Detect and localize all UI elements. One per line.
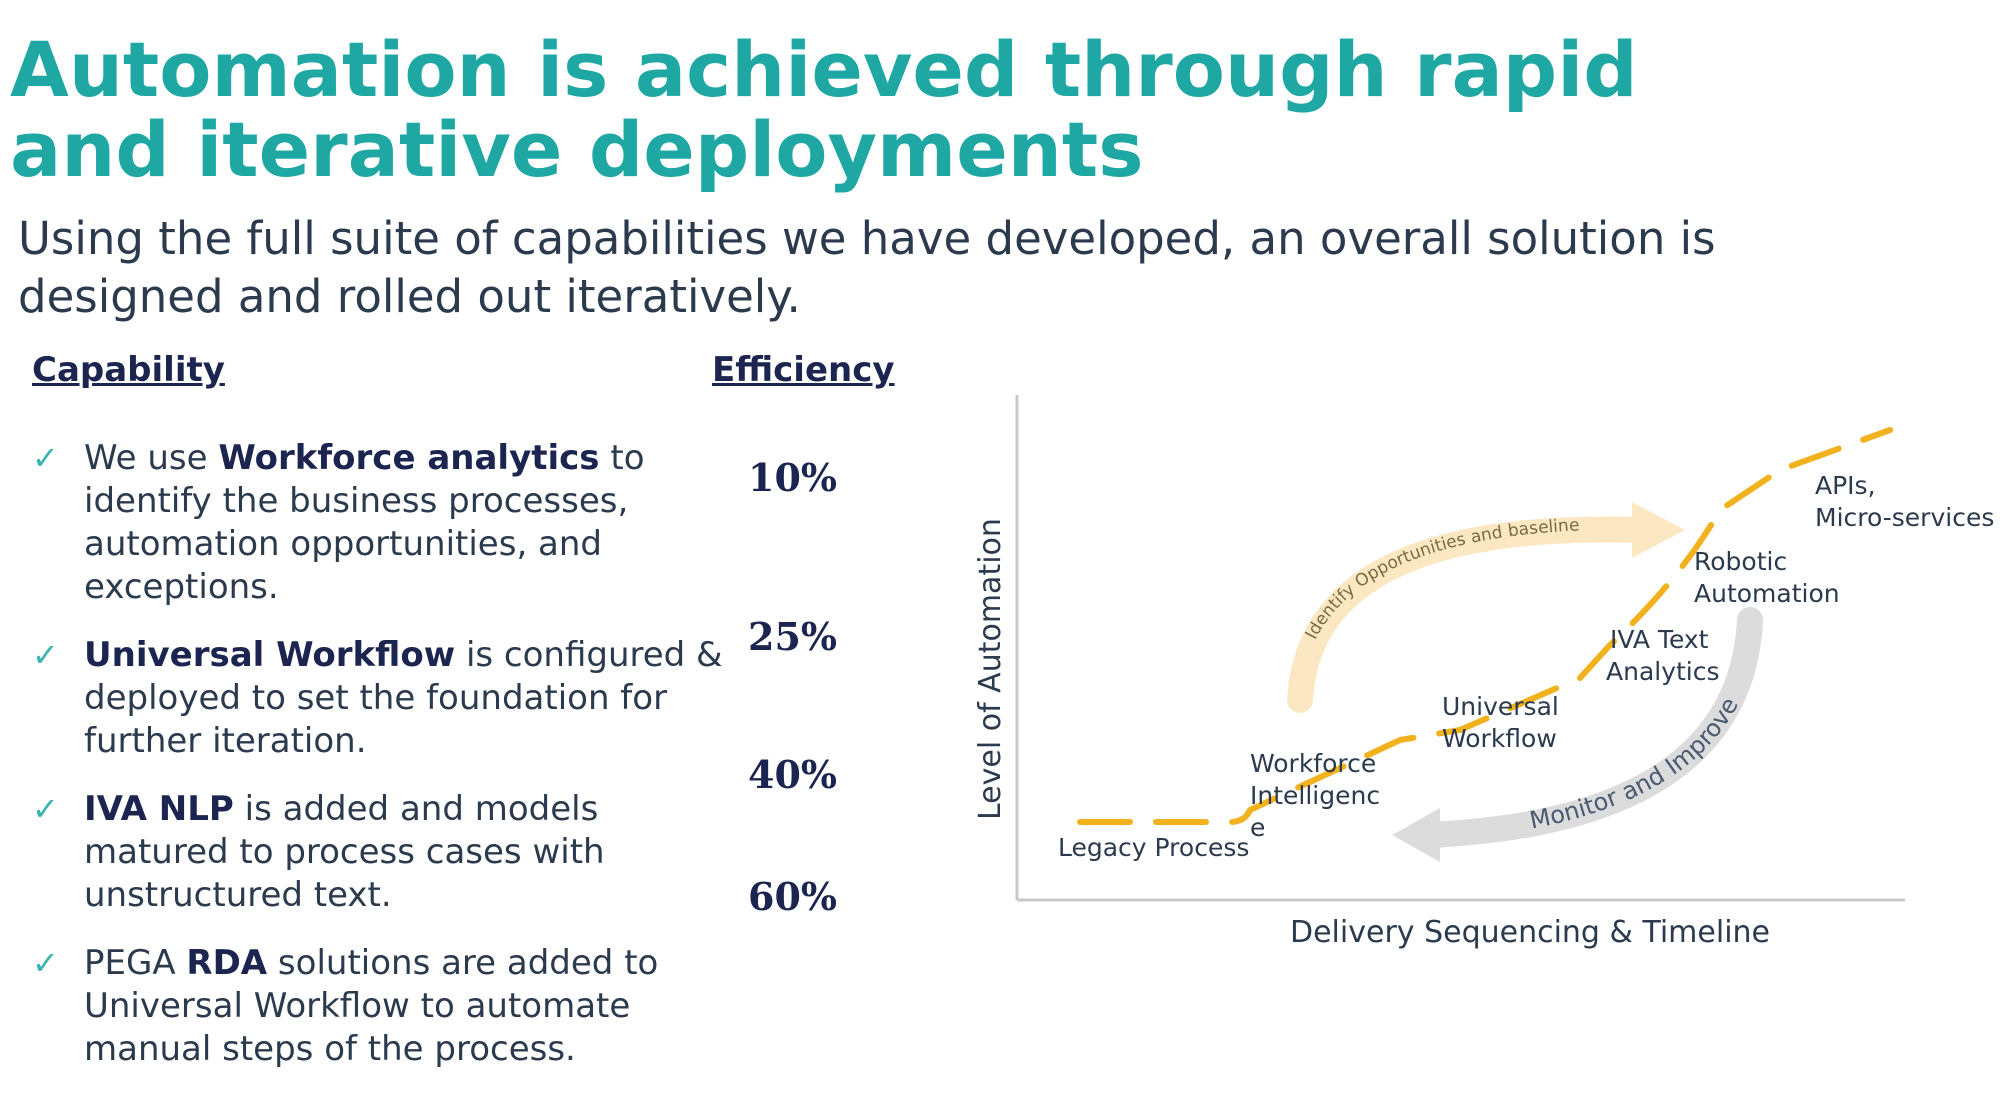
stage-robotic-automation: Robotic [1694, 547, 1787, 576]
stage-robotic-automation: Automation [1694, 579, 1840, 608]
stage-apis-micro-services: APIs, [1815, 471, 1876, 500]
x-axis-label: Delivery Sequencing & Timeline [1290, 915, 1770, 950]
capability-text: PEGA RDA solutions are added to Universa… [84, 943, 659, 1069]
stage-iva-text-analytics: IVA Text [1610, 625, 1709, 654]
stage-workforce-intelligence: e [1250, 813, 1265, 842]
arrow-head-icon [1392, 808, 1440, 862]
checkmark-icon: ✓ [32, 439, 59, 477]
identify-arc-label: Identify Opportunities and baseline [1302, 515, 1580, 642]
efficiency-value: 10% [748, 455, 837, 500]
checkmark-icon: ✓ [32, 944, 59, 982]
page-title: Automation is achieved through rapid and… [10, 25, 1638, 194]
efficiency-column-header: Efficiency [712, 350, 895, 390]
capability-text: We use Workforce analytics to identify t… [84, 438, 645, 607]
identify-arc-arrow [1287, 516, 1653, 713]
efficiency-value: 60% [748, 874, 837, 919]
y-axis-label: Level of Automation [973, 518, 1008, 820]
automation-progress-curve [1077, 427, 1893, 825]
stage-universal-workflow: Universal [1442, 692, 1559, 721]
checkmark-icon: ✓ [32, 790, 59, 828]
stage-workforce-intelligence: Intelligenc [1250, 781, 1380, 810]
page-subtitle: Using the full suite of capabilities we … [18, 212, 1716, 323]
capability-text: IVA NLP is added and models matured to p… [84, 789, 605, 915]
monitor-arc-arrow [1417, 607, 1763, 848]
stage-universal-workflow: Workflow [1442, 724, 1557, 753]
capability-text: Universal Workflow is configured & deplo… [84, 635, 723, 761]
arrow-head-icon [1632, 502, 1685, 558]
stage-apis-micro-services: Micro-services [1815, 503, 1994, 532]
checkmark-icon: ✓ [32, 636, 59, 674]
capability-column-header: Capability [32, 350, 225, 390]
stage-workforce-intelligence: Workforce [1250, 749, 1376, 778]
monitor-arc-label: Monitor and Improve [1527, 693, 1744, 835]
stage-iva-text-analytics: Analytics [1606, 657, 1720, 686]
efficiency-value: 40% [748, 752, 837, 797]
stage-legacy-process: Legacy Process [1058, 833, 1249, 862]
efficiency-value: 25% [748, 614, 837, 659]
